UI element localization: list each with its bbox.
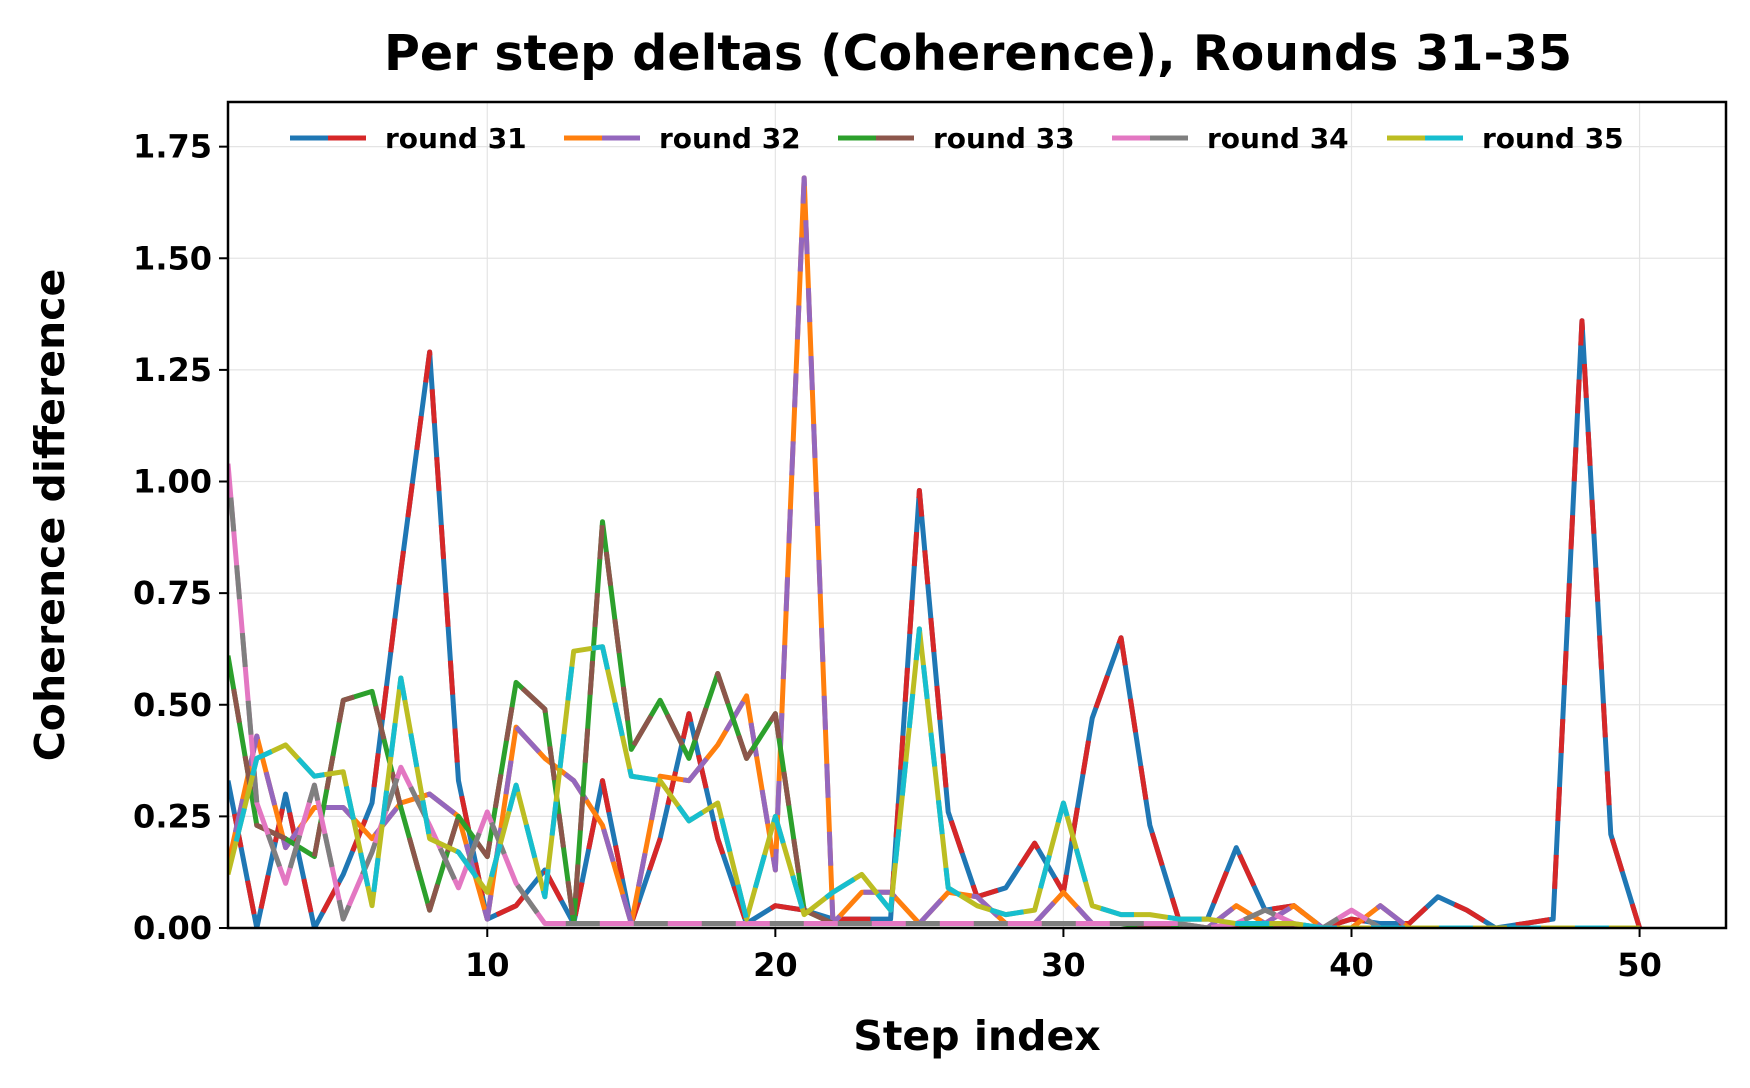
series-line-secondary <box>228 463 1640 928</box>
series-round-31 <box>228 318 1642 928</box>
series-line-secondary <box>228 626 1640 928</box>
legend-label: round 31 <box>385 122 527 155</box>
y-axis-ticks: 0.00 0.25 0.50 0.75 1.00 1.25 1.50 1.75 <box>133 128 228 947</box>
y-tick-label: 0.25 <box>133 797 212 835</box>
grid <box>228 102 1726 929</box>
legend-label: round 34 <box>1207 122 1349 155</box>
series-round-33 <box>228 519 1640 928</box>
y-tick-label: 1.50 <box>133 239 212 277</box>
legend-item: round 33 <box>838 122 1075 155</box>
y-tick-label: 0.00 <box>133 909 212 947</box>
series-line-primary <box>228 175 1640 928</box>
legend-label: round 35 <box>1482 122 1624 155</box>
x-axis-ticks: 10 20 30 40 50 <box>465 928 1662 984</box>
x-tick-label: 10 <box>465 946 510 984</box>
legend-item: round 32 <box>564 122 801 155</box>
plot-series <box>228 175 1642 928</box>
x-tick-label: 40 <box>1329 946 1374 984</box>
series-line-primary <box>228 519 1640 928</box>
legend-item: round 35 <box>1387 122 1624 155</box>
series-line-secondary <box>228 318 1642 928</box>
legend: round 31 round 32 round 33 round 34 round 35 <box>290 122 1624 155</box>
legend-item: round 31 <box>290 122 527 155</box>
x-tick-label: 50 <box>1617 946 1662 984</box>
x-axis-label: Step index <box>853 1012 1100 1060</box>
y-tick-label: 1.25 <box>133 351 212 389</box>
series-line-secondary <box>228 175 1640 928</box>
legend-label: round 33 <box>933 122 1075 155</box>
y-tick-label: 1.00 <box>133 463 212 501</box>
y-tick-label: 0.75 <box>133 574 212 612</box>
y-tick-label: 1.75 <box>133 128 212 166</box>
y-tick-label: 0.50 <box>133 686 212 724</box>
y-axis-label: Coherence difference <box>26 269 74 762</box>
chart-title: Per step deltas (Coherence), Rounds 31-3… <box>384 25 1572 82</box>
series-round-35 <box>228 626 1640 928</box>
series-line-secondary <box>228 519 1640 928</box>
series-round-32 <box>228 175 1640 928</box>
x-tick-label: 30 <box>1041 946 1086 984</box>
plot-frame <box>226 100 1728 930</box>
legend-label: round 32 <box>659 122 801 155</box>
legend-item: round 34 <box>1112 122 1349 155</box>
x-tick-label: 20 <box>753 946 798 984</box>
